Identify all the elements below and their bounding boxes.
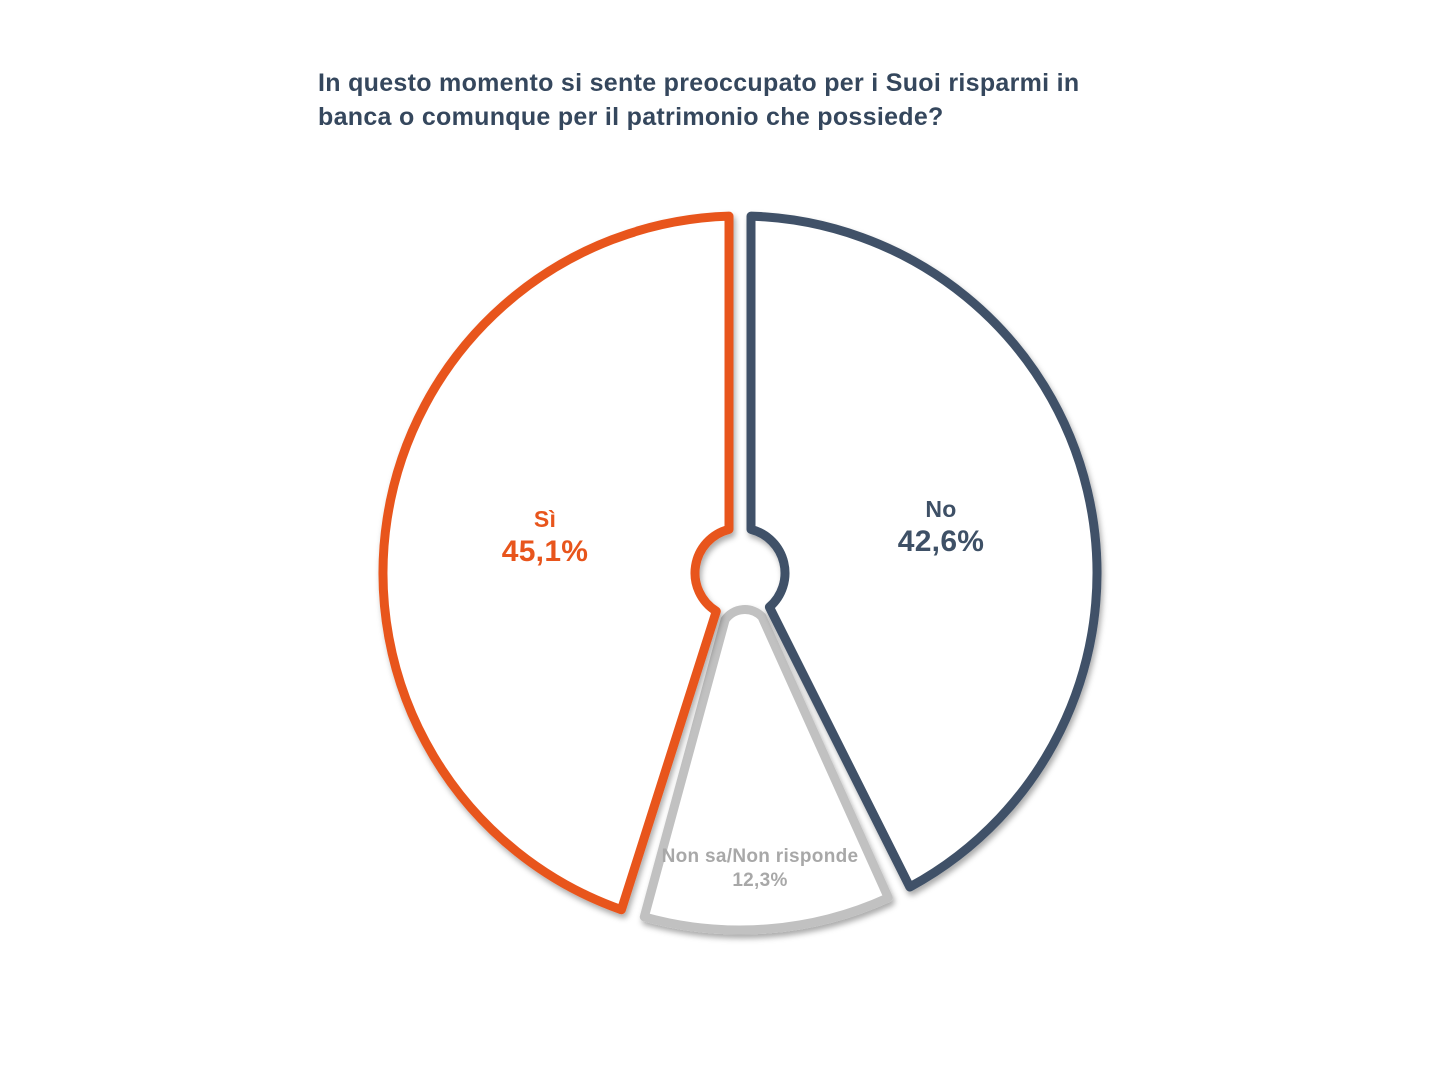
label-no-name: No [925,496,957,522]
chart-title: In questo momento si sente preoccupato p… [318,66,1080,134]
label-si-value: 45,1% [501,535,589,568]
chart-title-line2: banca o comunque per il patrimonio che p… [318,103,944,131]
pie-slice-nonsa [639,605,893,935]
pie-slice-no [746,211,1102,892]
label-nonsa-value: 12,3% [732,870,788,891]
label-no-value: 42,6% [897,525,985,558]
label-no: No 42,6% [898,494,985,560]
pie-slice-si [378,211,734,915]
chart-title-line1: In questo momento si sente preoccupato p… [318,69,1080,97]
label-nonsa: Non sa/Non risponde 12,3% [662,845,859,893]
label-nonsa-name: Non sa/Non risponde [661,846,859,867]
label-si-name: Sì [533,506,557,532]
label-si: Sì 45,1% [502,504,589,570]
